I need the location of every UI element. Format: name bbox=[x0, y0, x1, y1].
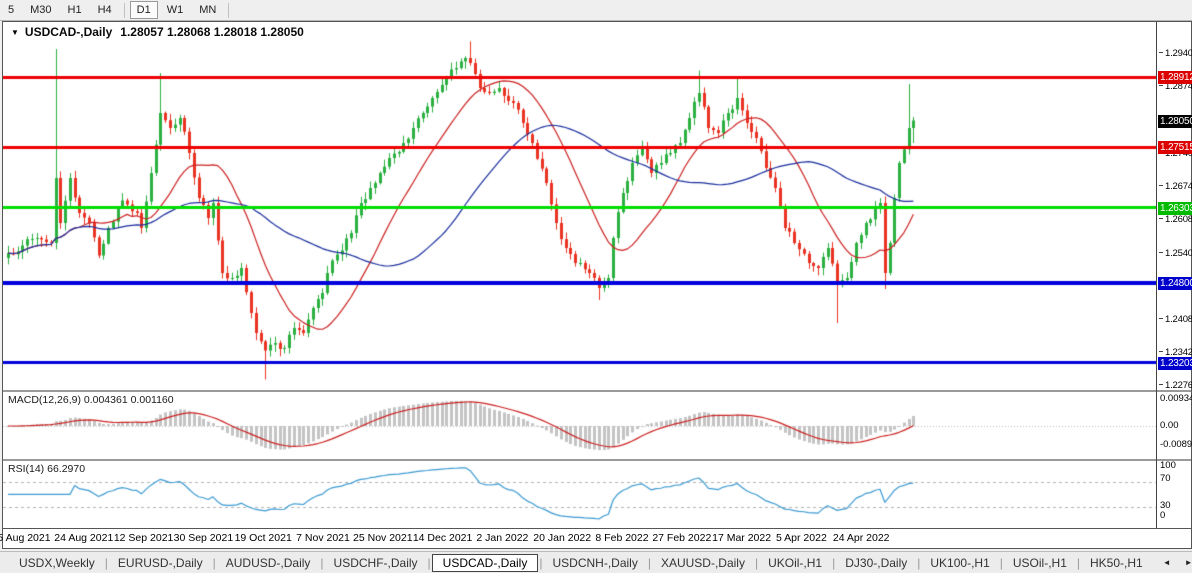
tab-usdx-weekly[interactable]: USDX,Weekly bbox=[19, 555, 95, 570]
price-tick: 1.25400 bbox=[1159, 248, 1192, 259]
date-label: 14 Dec 2021 bbox=[412, 532, 473, 544]
tab-usdcnh-daily[interactable]: USDCNH-,Daily bbox=[552, 555, 638, 570]
date-label: 20 Jan 2022 bbox=[533, 532, 592, 544]
tab-separator: | bbox=[1076, 555, 1081, 570]
tab-separator: | bbox=[647, 555, 651, 570]
tab-separator: | bbox=[320, 555, 324, 570]
rsi-pane: RSI(14) 66.2970 bbox=[3, 459, 1191, 528]
tab-separator: | bbox=[104, 555, 108, 570]
indicator-scale-label: 0.009345 bbox=[1160, 393, 1192, 404]
macd-canvas[interactable] bbox=[3, 392, 1156, 459]
chart-window: ▼ USDCAD-,Daily 1.28057 1.28068 1.28018 1.… bbox=[0, 21, 1192, 549]
date-label: 7 Nov 2021 bbox=[296, 532, 350, 544]
price-tick: 1.28740 bbox=[1159, 81, 1192, 92]
price-tick: 1.29400 bbox=[1159, 48, 1192, 59]
date-label: 25 Nov 2021 bbox=[353, 532, 413, 544]
tab-audusd-daily[interactable]: AUDUSD-,Daily bbox=[225, 555, 311, 570]
price-chart-canvas[interactable] bbox=[3, 22, 1156, 390]
date-label: 5 Apr 2022 bbox=[775, 532, 827, 544]
toolbar-separator bbox=[228, 2, 230, 18]
tab-separator: | bbox=[832, 555, 836, 570]
indicator-scale-label: 100 bbox=[1160, 460, 1176, 471]
date-label: 19 Oct 2021 bbox=[234, 532, 292, 544]
toolbar-separator bbox=[123, 2, 125, 18]
rsi-value: 66.2970 bbox=[47, 463, 86, 475]
main-chart-pane: ▼ USDCAD-,Daily 1.28057 1.28068 1.28018 1.… bbox=[3, 22, 1191, 390]
tab-separator: | bbox=[754, 555, 759, 570]
date-label: 24 Apr 2022 bbox=[832, 532, 890, 544]
price-axis: 1.294001.287401.274001.267401.260801.254… bbox=[1157, 22, 1192, 548]
tab-scroll-left-icon[interactable]: ◄ bbox=[1162, 558, 1171, 567]
price-badge-support-level: 1.26303 bbox=[1158, 201, 1192, 215]
indicator-scale-label: 30 bbox=[1160, 500, 1171, 511]
tab-separator: | bbox=[917, 555, 921, 570]
timeframe-button-d1[interactable]: D1 bbox=[129, 1, 158, 19]
tab-usoil-h1[interactable]: USOil-,H1 bbox=[1012, 555, 1067, 570]
indicator-scale-label: -0.008903 bbox=[1160, 439, 1192, 450]
date-label: 30 Sep 2021 bbox=[173, 532, 234, 544]
tab-separator: | bbox=[427, 555, 431, 570]
macd-label: MACD(12,26,9) 0.004361 0.001160 bbox=[8, 394, 174, 406]
tab-separator: | bbox=[539, 555, 543, 570]
macd-signal-value: 0.001160 bbox=[130, 394, 174, 406]
date-axis: 5 Aug 2021 24 Aug 2021 12 Sep 2021 30 Sep 2… bbox=[0, 528, 1191, 548]
price-badge-current-price: 1.28050 bbox=[1158, 114, 1192, 128]
price-badge-support-level: 1.23203 bbox=[1158, 356, 1192, 370]
price-tick: 1.26740 bbox=[1159, 181, 1192, 192]
symbol-dropdown-icon[interactable]: ▼ bbox=[11, 28, 19, 37]
timeframe-button-m30[interactable]: M30 bbox=[30, 4, 52, 16]
chart-ohlc-values: 1.28057 1.28068 1.28018 1.28050 bbox=[120, 25, 304, 39]
date-label: 8 Feb 2022 bbox=[595, 532, 649, 544]
date-label: 17 Mar 2022 bbox=[712, 532, 772, 544]
price-tick: 1.24080 bbox=[1159, 314, 1192, 325]
timeframe-button-mn[interactable]: MN bbox=[199, 4, 217, 16]
chart-symbol-label: USDCAD-,Daily bbox=[24, 25, 113, 39]
tab-xauusd-daily[interactable]: XAUUSD-,Daily bbox=[660, 555, 745, 570]
price-badge-resistance-level: 1.27515 bbox=[1158, 141, 1192, 155]
price-badge-support-level: 1.24800 bbox=[1158, 277, 1192, 290]
indicator-scale-label: 70 bbox=[1160, 473, 1171, 484]
price-tick: 1.26080 bbox=[1159, 214, 1192, 225]
timeframe-button-h1[interactable]: H1 bbox=[67, 4, 82, 16]
date-label: 2 Jan 2022 bbox=[476, 532, 529, 544]
rsi-label: RSI(14) 66.2970 bbox=[8, 463, 86, 475]
tab-dj30-daily[interactable]: DJ30-,Daily bbox=[845, 555, 908, 570]
date-label: 5 Aug 2021 bbox=[0, 532, 51, 544]
date-label: 24 Aug 2021 bbox=[54, 532, 114, 544]
chart-title: ▼ USDCAD-,Daily 1.28057 1.28068 1.28018 1.… bbox=[11, 25, 304, 39]
tab-eurusd-daily[interactable]: EURUSD-,Daily bbox=[117, 555, 203, 570]
timeframe-toolbar: 5 M30 H1 H4 D1 W1 MN bbox=[0, 0, 1192, 21]
date-label: 27 Feb 2022 bbox=[652, 532, 712, 544]
tab-usdchf-daily[interactable]: USDCHF-,Daily bbox=[333, 555, 418, 570]
indicator-scale-label: 0 bbox=[1160, 510, 1166, 521]
date-label: 12 Sep 2021 bbox=[113, 532, 174, 544]
tab-hk50-h1[interactable]: HK50-,H1 bbox=[1090, 555, 1143, 570]
price-axis-border bbox=[1156, 22, 1157, 528]
tab-scroll-right-icon[interactable]: ► bbox=[1184, 558, 1192, 567]
indicator-scale-label: 0.00 bbox=[1160, 420, 1179, 431]
price-badge-resistance-level: 1.28912 bbox=[1158, 71, 1192, 85]
tab-separator: | bbox=[999, 555, 1003, 570]
rsi-canvas[interactable] bbox=[3, 461, 1156, 528]
symbol-tab-bar: USDX,Weekly | EURUSD-,Daily | AUDUSD-,Daily |… bbox=[0, 551, 1192, 573]
price-tick: 1.22760 bbox=[1159, 380, 1192, 391]
timeframe-button-w1[interactable]: W1 bbox=[166, 4, 184, 16]
macd-pane: MACD(12,26,9) 0.004361 0.001160 bbox=[3, 390, 1191, 459]
tab-separator: | bbox=[212, 555, 216, 570]
tab-ukoil-h1[interactable]: UKOil-,H1 bbox=[768, 555, 823, 570]
tab-uk100-h1[interactable]: UK100-,H1 bbox=[930, 555, 990, 570]
price-tick: 1.23420 bbox=[1159, 347, 1192, 358]
tab-usdcad-daily[interactable]: USDCAD-,Daily bbox=[431, 553, 539, 572]
macd-main-value: 0.004361 bbox=[83, 394, 128, 406]
timeframe-button-h4[interactable]: H4 bbox=[97, 4, 112, 16]
timeframe-button-5[interactable]: 5 bbox=[8, 4, 15, 16]
